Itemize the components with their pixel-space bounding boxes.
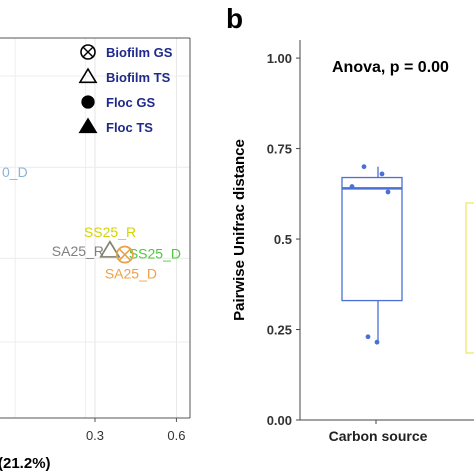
panel-a-legend-floc-ts-label: Floc TS [106, 120, 153, 135]
panel-a: 0.3 0.6 0_D SS25_R SA25_R SS25_D SA25_D Biof… [0, 37, 191, 472]
panel-a-legend-biofilm-gs-marker-cross [82, 46, 94, 58]
panel-a-point-sa25-d-cross [118, 248, 131, 261]
panel-a-points: SS25_R SA25_R SS25_D SA25_D [52, 224, 181, 282]
panel-b-boxes [341, 164, 403, 345]
panel-b-y-ticks: 0.00 0.25 0.5 0.75 1.00 [267, 51, 300, 428]
panel-b-letter: b [226, 3, 243, 34]
panel-a-x-axis-label: (21.2%) [0, 455, 51, 472]
panel-a-legend-biofilm-gs-label: Biofilm GS [106, 45, 173, 60]
panel-b-y-tick-label: 0.75 [267, 142, 292, 157]
panel-a-point-label: SA25_R [52, 243, 104, 259]
panel-a-legend-floc-ts-marker [78, 117, 98, 134]
panel-a-point-label: SS25_D [129, 246, 181, 262]
panel-b-y-tick-label: 0.00 [267, 413, 292, 428]
panel-b-y-tick-label: 0.5 [274, 232, 292, 247]
panel-a-point-sa25-d [116, 245, 134, 264]
panel-a-x-tick-label: 0.3 [86, 428, 104, 443]
panel-a-x-tick-label: 0.6 [167, 428, 185, 443]
panel-b-partial-box [465, 202, 474, 354]
panel-a-legend: Biofilm GS Biofilm TS Floc GS Floc TS [78, 44, 173, 135]
panel-a-partial-label: 0_D [2, 164, 28, 180]
panel-a-legend-biofilm-ts-label: Biofilm TS [106, 70, 171, 85]
panel-a-legend-floc-gs-label: Floc GS [106, 95, 155, 110]
panel-b-annotation: Anova, p = 0.00 [332, 59, 449, 76]
panel-b-y-tick-label: 1.00 [267, 51, 292, 66]
panel-a-point-sa25-r [99, 240, 121, 258]
panel-b-point [365, 334, 371, 340]
panel-a-legend-biofilm-ts-marker [78, 67, 98, 84]
panel-b-point [349, 184, 355, 189]
panel-b-y-tick-label: 0.25 [267, 323, 292, 338]
panel-b-point [374, 339, 380, 345]
panel-b: b Pairwise Unifrac distance 0.000.250.50… [226, 3, 474, 444]
panel-b-point [361, 164, 367, 170]
panel-b-box [341, 176, 403, 302]
panel-b-y-axis-label: Pairwise Unifrac distance [231, 139, 248, 321]
panel-b-point [379, 171, 385, 177]
panel-a-legend-biofilm-gs-marker [80, 44, 96, 60]
panel-a-legend-floc-gs-marker [81, 95, 95, 109]
panel-b-x-tick-label: Carbon source [329, 428, 428, 444]
panel-b-point [385, 189, 391, 195]
panel-a-x-ticks: 0.3 0.6 [86, 418, 185, 443]
panel-b-x-ticks: Carbon source [329, 420, 428, 444]
panel-a-point-label: SA25_D [105, 266, 157, 282]
panel-a-point-label: SS25_R [84, 224, 136, 240]
